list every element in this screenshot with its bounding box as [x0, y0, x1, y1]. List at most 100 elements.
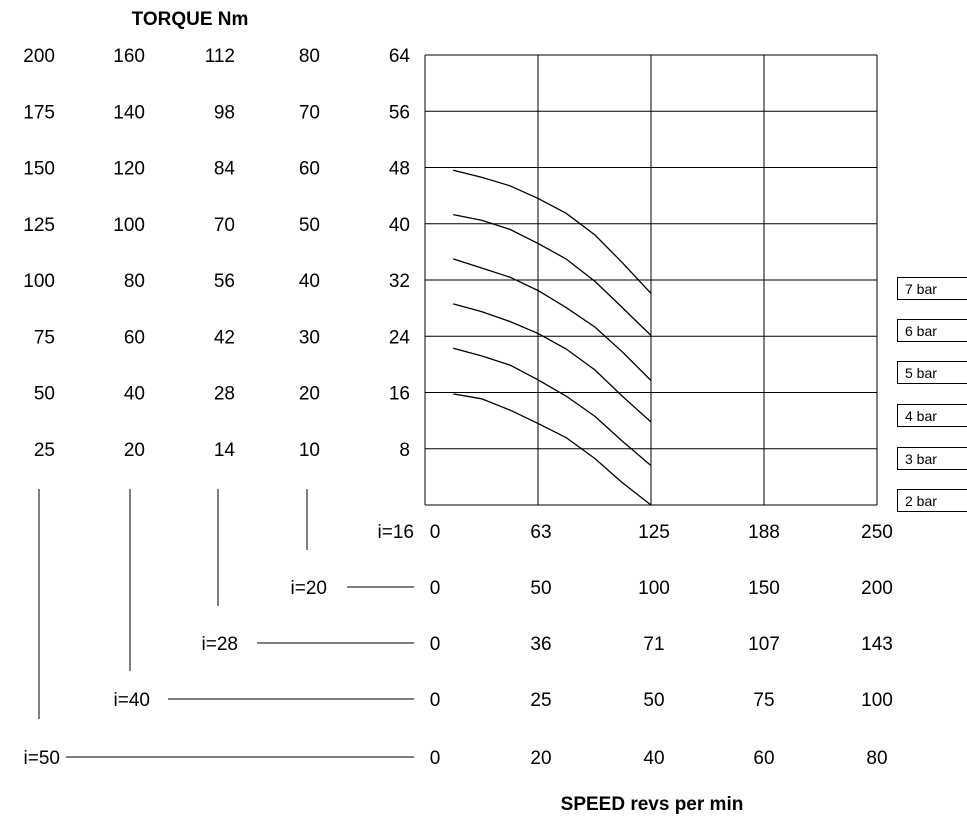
speed-tick-r3-t1: 25	[530, 690, 551, 711]
legend-item-4-bar: 4 bar	[897, 404, 967, 427]
torque-tick-c1-r7: 20	[124, 440, 145, 461]
speed-tick-r0-t3: 188	[748, 522, 780, 543]
speed-tick-r0-t4: 250	[861, 522, 893, 543]
speed-tick-r2-t4: 143	[861, 634, 893, 655]
torque-tick-c0-r4: 100	[23, 271, 55, 292]
torque-tick-c2-r0: 112	[205, 46, 235, 67]
torque-axis-title: TORQUE Nm	[132, 9, 249, 30]
curve-7-bar	[453, 169, 652, 294]
curve-6-bar	[453, 213, 652, 336]
torque-tick-c2-r7: 14	[214, 440, 236, 461]
legend-box	[897, 489, 967, 512]
torque-tick-c3-r7: 10	[299, 440, 320, 461]
speed-tick-r0-t0: 0	[430, 522, 441, 543]
ratio-connectors	[38, 489, 414, 758]
speed-tick-r1-t1: 50	[530, 578, 551, 599]
curve-5-bar	[453, 258, 652, 381]
torque-tick-c4-r3: 40	[389, 215, 410, 236]
torque-tick-c0-r2: 150	[23, 159, 55, 180]
torque-tick-c1-r2: 120	[113, 159, 145, 180]
torque-tick-c0-r1: 175	[23, 102, 55, 123]
ratio-label-i-20: i=20	[291, 578, 327, 599]
legend-box	[897, 361, 967, 384]
speed-tick-r0-t2: 125	[638, 522, 670, 543]
speed-tick-r1-t2: 100	[638, 578, 670, 599]
ratio-label-i-16: i=16	[378, 522, 414, 543]
torque-tick-c4-r1: 56	[389, 102, 410, 123]
pressure-curves	[453, 169, 652, 506]
torque-tick-c2-r3: 70	[214, 215, 235, 236]
torque-tick-c2-r4: 56	[214, 271, 235, 292]
speed-tick-r4-t3: 60	[753, 748, 774, 769]
torque-tick-c1-r3: 100	[113, 215, 145, 236]
torque-tick-c4-r4: 32	[389, 271, 410, 292]
torque-tick-c0-r6: 50	[34, 384, 55, 405]
legend-label: 4 bar	[905, 408, 937, 424]
speed-tick-r3-t4: 100	[861, 690, 893, 711]
torque-tick-c1-r5: 60	[124, 327, 145, 348]
torque-tick-c0-r3: 125	[23, 215, 55, 236]
legend-label: 5 bar	[905, 365, 937, 381]
ratio-label-i-40: i=40	[114, 690, 150, 711]
legend-item-2-bar: 2 bar	[897, 489, 967, 512]
torque-tick-c2-r6: 28	[214, 384, 235, 405]
torque-tick-c2-r1: 98	[214, 102, 235, 123]
speed-tick-r1-t0: 0	[430, 578, 441, 599]
torque-tick-c1-r6: 40	[124, 384, 145, 405]
torque-tick-c4-r6: 16	[389, 384, 410, 405]
torque-tick-c3-r5: 30	[299, 327, 320, 348]
torque-tick-c3-r6: 20	[299, 384, 320, 405]
torque-tick-c3-r0: 80	[299, 46, 320, 67]
torque-tick-c2-r2: 84	[214, 159, 236, 180]
speed-tick-r3-t3: 75	[753, 690, 774, 711]
speed-tick-r4-t1: 20	[530, 748, 551, 769]
torque-tick-c4-r7: 8	[399, 440, 410, 461]
speed-tick-r2-t2: 71	[643, 634, 664, 655]
speed-tick-r3-t0: 0	[430, 690, 441, 711]
torque-tick-c3-r4: 40	[299, 271, 320, 292]
speed-tick-r2-t0: 0	[430, 634, 441, 655]
legend-box	[897, 277, 967, 300]
speed-axis-title: SPEED revs per min	[561, 794, 744, 815]
speed-tick-r2-t3: 107	[748, 634, 780, 655]
pressure-legend: 7 bar 6 bar 5 bar 4 bar 3 bar 2 bar	[897, 277, 967, 512]
speed-tick-r0-t1: 63	[530, 522, 551, 543]
legend-item-3-bar: 3 bar	[897, 447, 967, 470]
torque-tick-c3-r2: 60	[299, 159, 320, 180]
torque-tick-c2-r5: 42	[214, 327, 235, 348]
legend-label: 7 bar	[905, 281, 937, 297]
plot-grid	[424, 54, 878, 506]
torque-tick-c4-r0: 64	[389, 46, 411, 67]
legend-item-7-bar: 7 bar	[897, 277, 967, 300]
torque-tick-c1-r0: 160	[113, 46, 145, 67]
curve-3-bar	[453, 347, 652, 467]
legend-box	[897, 404, 967, 427]
torque-tick-c0-r0: 200	[23, 46, 55, 67]
speed-tick-r2-t1: 36	[530, 634, 551, 655]
torque-tick-c3-r1: 70	[299, 102, 320, 123]
speed-tick-r3-t2: 50	[643, 690, 664, 711]
speed-tick-r4-t4: 80	[866, 748, 887, 769]
speed-tick-r1-t3: 150	[748, 578, 780, 599]
curve-2-bar	[453, 393, 652, 506]
torque-tick-c3-r3: 50	[299, 215, 320, 236]
legend-item-5-bar: 5 bar	[897, 361, 967, 384]
legend-label: 2 bar	[905, 493, 937, 509]
ratio-label-i-50: i=50	[24, 748, 60, 769]
legend-box	[897, 447, 967, 470]
legend-label: 6 bar	[905, 323, 937, 339]
torque-tick-c0-r7: 25	[34, 440, 55, 461]
torque-tick-c1-r1: 140	[113, 102, 145, 123]
torque-tick-c1-r4: 80	[124, 271, 145, 292]
legend-box	[897, 319, 967, 342]
torque-tick-c4-r2: 48	[389, 159, 410, 180]
speed-tick-r4-t0: 0	[430, 748, 441, 769]
torque-scales: 200 175 150 125 100 75 50 25 160 140 120 100 80 60 40 2…	[23, 46, 410, 461]
ratio-label-i-28: i=28	[202, 634, 238, 655]
legend-item-6-bar: 6 bar	[897, 319, 967, 342]
speed-tick-r1-t4: 200	[861, 578, 893, 599]
torque-tick-c4-r5: 24	[389, 327, 411, 348]
